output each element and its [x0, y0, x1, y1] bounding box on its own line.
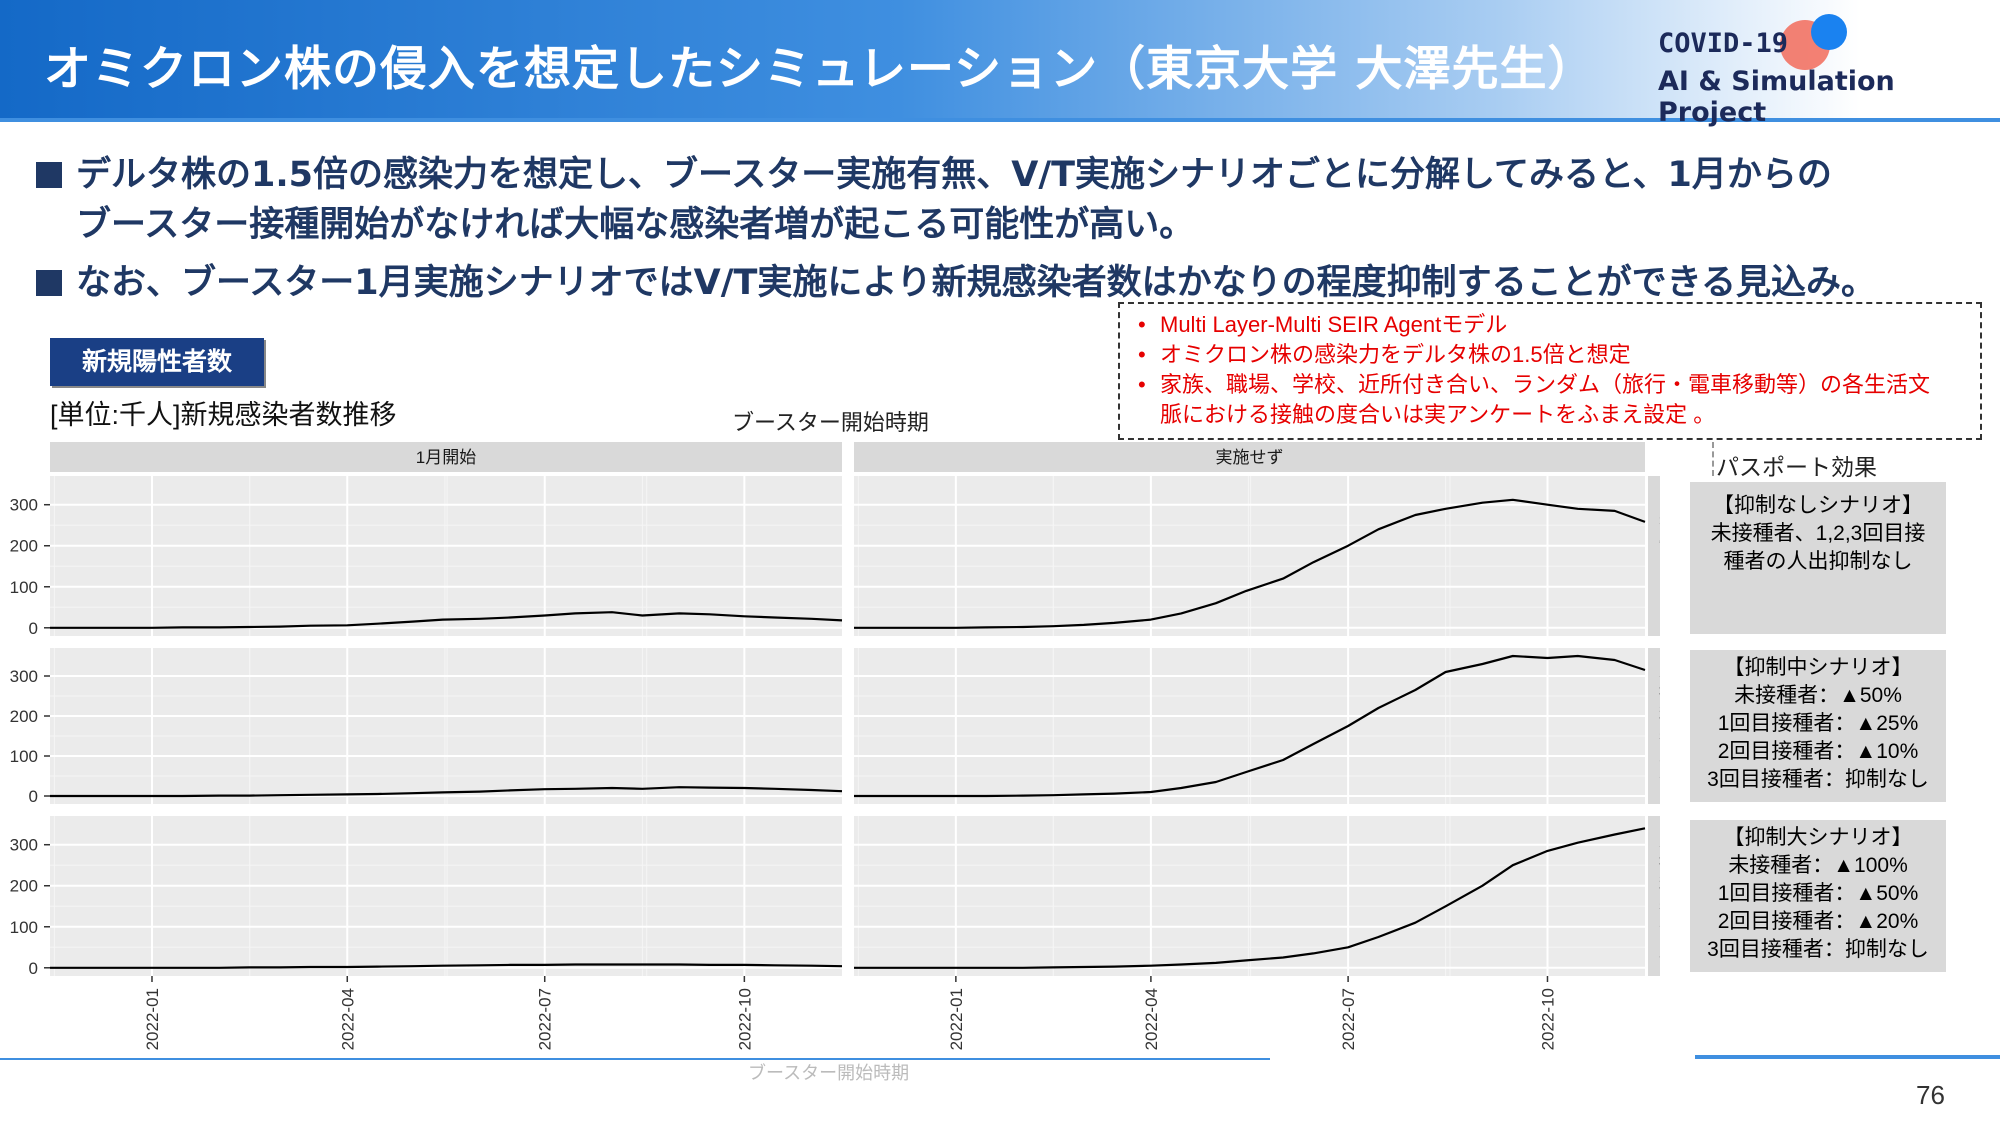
facet-row-label: 未接種者禁止	[1659, 831, 1660, 961]
scenario-line: 未接種者：▲50%	[1734, 684, 1902, 707]
y-tick-label: 300	[10, 667, 38, 686]
chart-panel	[50, 476, 842, 636]
facet-strip-top	[854, 442, 1645, 472]
facet-strip-right	[1648, 476, 1660, 636]
facet-strip-right	[1648, 648, 1660, 804]
y-tick-label: 300	[10, 496, 38, 515]
x-tick-label: 2022-07	[536, 988, 555, 1050]
bullet-1-text: デルタ株の1.5倍の感染力を想定し、ブースター実施有無、V/T実施シナリオごとに…	[76, 155, 1832, 195]
bullet-square-icon	[36, 270, 62, 296]
x-tick-label: 2022-01	[143, 988, 162, 1050]
x-tick-label: 2022-01	[947, 988, 966, 1050]
bullet-2: なお、ブースター1月実施シナリオではV/T実施により新規感染者数はかなりの程度抑…	[36, 258, 1876, 308]
y-tick-label: 200	[10, 707, 38, 726]
new-cases-badge: 新規陽性者数	[50, 338, 264, 386]
header-divider	[0, 118, 2000, 122]
y-tick-label: 100	[10, 918, 38, 937]
scenario-line: 未接種者、1,2,3回目接	[1710, 522, 1926, 545]
scenario-box-medium: 【抑制中シナリオ】 未接種者：▲50% 1回目接種者：▲25% 2回目接種者：▲…	[1690, 650, 1946, 802]
y-tick-label: 100	[10, 747, 38, 766]
y-tick-label: 200	[10, 537, 38, 556]
project-logo: COVID-19 AI & Simulation Project	[1658, 14, 1988, 128]
scenario-title: 【抑制大シナリオ】	[1723, 826, 1913, 849]
booster-start-label-bottom: ブースター開始時期	[748, 1063, 910, 1083]
x-tick-label: 2022-04	[1142, 988, 1161, 1050]
y-tick-label: 200	[10, 877, 38, 896]
scenario-box-none: 【抑制なしシナリオ】 未接種者、1,2,3回目接 種者の人出抑制なし	[1690, 482, 1946, 634]
y-tick-label: 300	[10, 836, 38, 855]
scenario-line: 3回目接種者：抑制なし	[1707, 768, 1929, 791]
series-line	[50, 786, 843, 798]
facet-strip-top	[50, 442, 842, 472]
chart-panel	[50, 816, 842, 976]
logo-blue-circle-icon	[1811, 14, 1847, 50]
logo-line-2: AI & Simulation Project	[1658, 66, 1895, 128]
chart-panel	[854, 816, 1645, 976]
x-tick-label: 2022-10	[1538, 988, 1557, 1050]
bullet-2-text: なお、ブースター1月実施シナリオではV/T実施により新規感染者数はかなりの程度抑…	[76, 263, 1876, 303]
model-note-box: Multi Layer-Multi SEIR Agentモデル オミクロン株の感…	[1118, 302, 1982, 440]
footer-line-left	[0, 1058, 1270, 1060]
facet-line-chart: 1月開始 実施せず抑制なし未接種者半減未接種者禁止 0 100 200 300 0 100 20…	[10, 442, 1660, 1050]
series-line	[854, 654, 1646, 798]
scenario-line: 2回目接種者：▲10%	[1717, 740, 1919, 763]
scenario-line: 2回目接種者：▲20%	[1717, 910, 1919, 933]
facet-row-label: 抑制なし	[1659, 513, 1660, 599]
series-line	[854, 498, 1646, 629]
bullet-square-icon	[36, 162, 62, 188]
y-tick-label: 100	[10, 578, 38, 597]
scenario-line: 3回目接種者：抑制なし	[1707, 938, 1929, 961]
passport-divider	[1712, 442, 1714, 476]
x-tick-label: 2022-07	[1339, 988, 1358, 1050]
note-item: Multi Layer-Multi SEIR Agentモデル	[1134, 310, 1966, 340]
chart-panel	[50, 648, 842, 804]
page-title: オミクロン株の侵入を想定したシミュレーション（東京大学 大澤先生）	[44, 42, 1596, 97]
scenario-title: 【抑制なしシナリオ】	[1713, 494, 1923, 517]
header-bar	[0, 0, 2000, 118]
facet-row-label: 未接種者半減	[1659, 661, 1660, 791]
note-item: 家族、職場、学校、近所付き合い、ランダム（旅行・電車移動等）の各生活文	[1134, 370, 1966, 400]
y-tick-label: 0	[29, 959, 38, 978]
facet-column-label: 1月開始	[416, 448, 476, 467]
unit-label: [単位:千人]新規感染者数推移	[50, 400, 397, 430]
footer-line-right	[1695, 1055, 2000, 1059]
facet-strip-right	[1648, 816, 1660, 976]
note-item: 脈における接触の度合いは実アンケートをふまえ設定 。	[1160, 402, 1716, 427]
passport-effect-label: パスポート効果	[1716, 454, 1877, 480]
series-line	[854, 827, 1646, 969]
bullet-1-continued: ブースター接種開始がなければ大幅な感染者増が起こる可能性が高い。	[76, 205, 1195, 245]
bullet-1: デルタ株の1.5倍の感染力を想定し、ブースター実施有無、V/T実施シナリオごとに…	[36, 150, 1832, 200]
chart-panel	[854, 476, 1645, 636]
scenario-line: 1回目接種者：▲25%	[1717, 712, 1919, 735]
series-line	[50, 611, 843, 629]
chart-panel	[854, 648, 1645, 804]
scenario-line: 種者の人出抑制なし	[1723, 550, 1913, 573]
facet-column-label: 実施せず	[1216, 448, 1284, 467]
y-tick-label: 0	[29, 619, 38, 638]
scenario-line: 未接種者：▲100%	[1728, 854, 1908, 877]
note-item: オミクロン株の感染力をデルタ株の1.5倍と想定	[1134, 340, 1966, 370]
series-line	[50, 963, 843, 969]
logo-line-1: COVID-19	[1658, 28, 1789, 59]
page-number: 76	[1916, 1080, 1945, 1110]
scenario-line: 1回目接種者：▲50%	[1717, 882, 1919, 905]
scenario-title: 【抑制中シナリオ】	[1723, 656, 1913, 679]
x-tick-label: 2022-04	[338, 988, 357, 1050]
booster-start-label: ブースター開始時期	[732, 410, 929, 435]
scenario-box-strong: 【抑制大シナリオ】 未接種者：▲100% 1回目接種者：▲50% 2回目接種者：…	[1690, 820, 1946, 972]
y-tick-label: 0	[29, 787, 38, 806]
x-tick-label: 2022-10	[735, 988, 754, 1050]
